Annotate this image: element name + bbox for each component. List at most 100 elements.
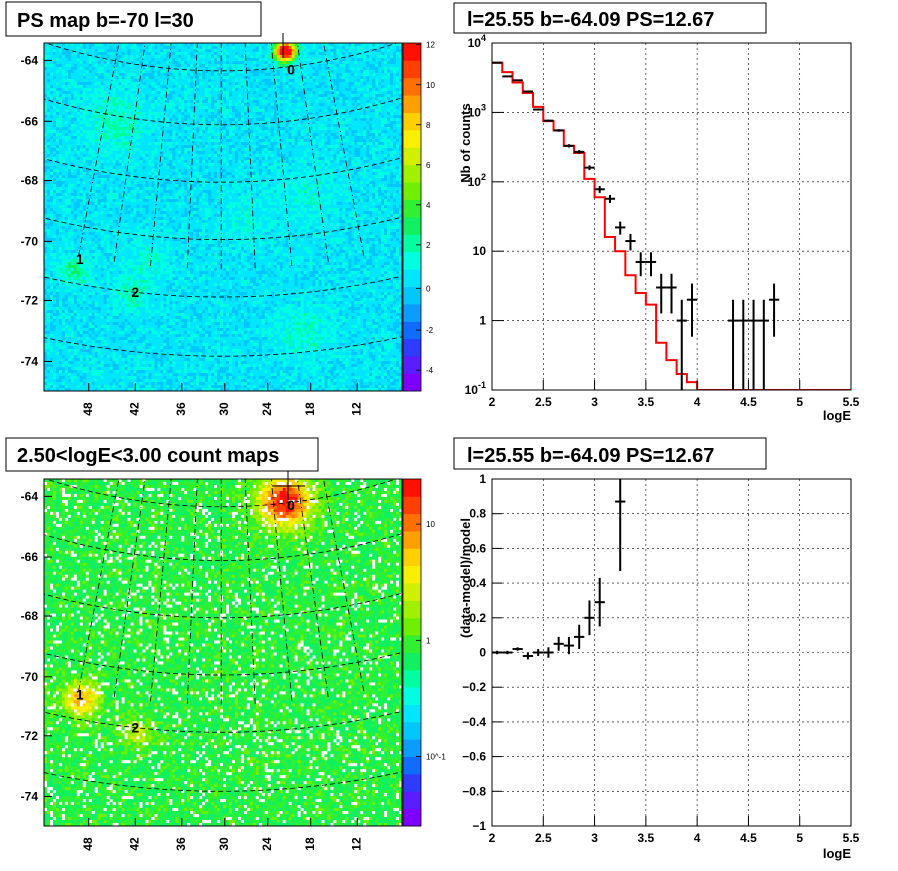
spectrum-point: [553, 129, 564, 132]
y-tick-label: 10-1: [465, 380, 486, 397]
x-tick-label: 24: [260, 837, 274, 851]
spectrum-point: [563, 144, 575, 148]
y-tick-label: 0: [479, 646, 486, 660]
spectrum-point: [686, 283, 698, 337]
spectrum-point: [738, 299, 749, 390]
residual-point: [522, 652, 534, 660]
spectrum-title-box: [453, 2, 767, 34]
spectrum-point: [615, 221, 626, 235]
x-tick-label: 3: [591, 831, 598, 845]
colorbar-tick-label: 8: [426, 121, 431, 130]
spectrum-point: [594, 186, 605, 193]
y-tick-label: -66: [21, 550, 39, 564]
x-tick-label: 4.5: [740, 831, 757, 845]
x-tick-label: 36: [174, 402, 188, 416]
residual-axis-ticks: 2 2.5 3 3.5 4 4.5 5 5.5 1 0.8 0.6 0.4 0.2 0 −0.2 −0.4 −0…: [462, 472, 859, 845]
y-tick-label: 102: [468, 172, 486, 189]
x-tick-label: 4: [694, 395, 701, 409]
colorbar-tick-label: -4: [426, 366, 434, 375]
colorbar-tick-label: 6: [426, 161, 431, 170]
y-tick-label: 1: [479, 472, 486, 486]
spectrum-title: l=25.55 b=-64.09 PS=12.67: [467, 9, 714, 31]
x-tick-label: 2: [489, 395, 496, 409]
x-tick-label: 48: [81, 402, 95, 416]
y-tick-label: 0.8: [469, 507, 486, 521]
x-tick-label: 5: [796, 831, 803, 845]
count-map-source-labels: 0 1 2: [76, 497, 295, 735]
x-tick-label: 18: [303, 837, 317, 851]
spectrum-point: [727, 299, 739, 390]
y-tick-label: -74: [21, 354, 39, 368]
count-map-coordinate-grid: [44, 479, 402, 792]
residual-data-points: [492, 479, 626, 660]
ps-map-source-labels: 0 1 2: [76, 61, 295, 300]
count-map-heatmap: [44, 479, 402, 826]
y-tick-label: 0.4: [469, 576, 486, 590]
y-tick-label: -70: [21, 234, 39, 248]
spectrum-point: [625, 233, 636, 251]
y-tick-label: 104: [468, 33, 486, 50]
x-tick-label: 5.5: [843, 395, 860, 409]
residual-point: [502, 650, 513, 655]
x-tick-label: 36: [174, 837, 188, 851]
spectrum-point: [645, 252, 657, 277]
y-tick-label: -68: [21, 609, 39, 623]
residual-panel: 2 2.5 3 3.5 4 4.5 5 5.5 1 0.8 0.6 0.4 0.2 0 −0.2 −0.4 −0…: [453, 437, 860, 861]
residual-point: [553, 636, 564, 651]
y-tick-label: -72: [21, 729, 39, 743]
spectrum-point: [656, 273, 667, 314]
x-tick-label: 42: [127, 837, 141, 851]
x-tick-label: 12: [349, 402, 363, 416]
y-tick-label: -70: [21, 670, 39, 684]
y-tick-label: −0.2: [462, 680, 486, 694]
spectrum-data-points: [492, 61, 780, 390]
spectrum-point: [543, 119, 554, 122]
x-tick-label: 4.5: [740, 395, 757, 409]
residual-title-box: [453, 437, 767, 470]
residual-point: [584, 600, 595, 636]
residual-point: [512, 647, 523, 651]
colorbar-tick-label: 4: [426, 201, 431, 210]
colorbar-tick-label: 2: [426, 241, 431, 250]
residual-point: [574, 624, 585, 650]
count-map-title-box: [5, 437, 319, 472]
spectrum-point: [584, 165, 595, 171]
spectrum-y-label: Nb of counts: [458, 103, 473, 182]
ps-map-title-box: [5, 1, 262, 37]
count-map-title: 2.50<logE<3.00 count maps: [17, 445, 279, 467]
spectrum-point: [604, 194, 616, 204]
y-tick-label: 1: [479, 314, 486, 328]
x-tick-label: 4: [694, 831, 701, 845]
count-map-frame: [43, 478, 403, 827]
source-label: 2: [131, 719, 139, 735]
source-label: 1: [76, 686, 84, 702]
x-tick-label: 3.5: [638, 395, 655, 409]
y-tick-label: 103: [468, 102, 486, 119]
y-tick-label: -64: [21, 53, 39, 67]
y-tick-label: 10: [473, 244, 487, 258]
spectrum-point: [574, 150, 585, 154]
x-tick-label: 18: [303, 402, 317, 416]
y-tick-label: 0.2: [469, 611, 486, 625]
x-tick-label: 5: [796, 395, 803, 409]
ps-map-frame: [43, 42, 403, 392]
y-tick-label: −1: [472, 819, 486, 833]
spectrum-point: [522, 90, 534, 93]
y-tick-label: -74: [21, 790, 39, 804]
model-line: [492, 61, 851, 390]
source-label: 2: [131, 284, 139, 300]
y-tick-label: -64: [21, 489, 39, 503]
spectrum-point: [492, 61, 503, 64]
colorbar-tick-label: 10: [426, 520, 435, 529]
count-map-colorbar: 10 1 10^-1: [402, 478, 446, 827]
spectrum-point: [676, 299, 687, 390]
residual-y-label: (data-model)/model: [458, 518, 473, 638]
ps-map-coordinate-grid: [44, 43, 402, 357]
ps-map-heatmap: [44, 43, 402, 391]
